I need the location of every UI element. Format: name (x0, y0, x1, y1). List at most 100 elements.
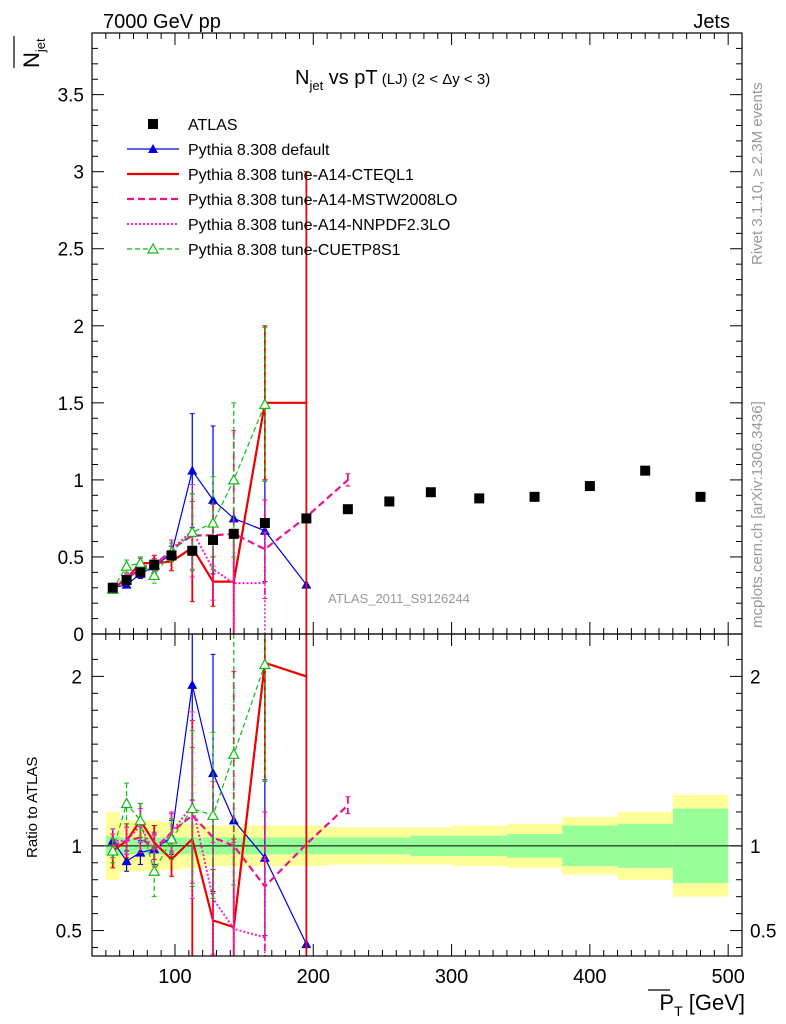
y-tick-label: 1.5 (58, 394, 84, 415)
point-marker (258, 658, 271, 670)
point-marker (258, 398, 271, 409)
ratio-tick-label: 1 (71, 837, 82, 858)
y-tick-label: 2.5 (58, 240, 84, 261)
x-axis-label: PT [GeV] (648, 989, 745, 1019)
legend-entry: Pythia 8.308 tune-A14-CTEQL1 (127, 167, 414, 184)
legend-label: ATLAS (188, 117, 238, 134)
ratio-tick-label-right: 0.5 (750, 922, 776, 943)
data-point (474, 493, 485, 504)
series-pythia-8-308-tune-cuetp8s1 (106, 634, 271, 899)
point-marker (208, 494, 219, 504)
svg-text:PT [GeV]: PT [GeV] (659, 990, 745, 1019)
ratio-tick-label: 2 (71, 667, 82, 688)
data-point (425, 487, 436, 498)
ratio-tick-label-right: 1 (750, 837, 761, 858)
series-line (112, 804, 349, 889)
x-tick-label: 100 (158, 966, 191, 988)
mcplots-label: mcplots.cern.ch [arXiv:1306.3436] (749, 401, 766, 628)
data-point (342, 504, 353, 515)
legend: ATLAS Pythia 8.308 default Pythia 8.308 tu… (127, 117, 457, 259)
legend-label: Pythia 8.308 tune-CUETP8S1 (188, 242, 401, 259)
point-marker (120, 559, 133, 571)
point-marker (227, 748, 240, 759)
series-pythia-8-308-default (107, 634, 312, 949)
legend-entry: Pythia 8.308 default (127, 142, 330, 159)
legend-marker (148, 119, 158, 129)
watermark: ATLAS_2011_S9126244 (328, 591, 470, 606)
series-line (112, 469, 307, 589)
point-marker (148, 865, 161, 876)
x-tick-label: 300 (435, 966, 468, 988)
point-marker (206, 516, 220, 528)
legend-entry: ATLAS (148, 117, 238, 134)
chart-title: Njet vs pT (LJ) (2 < Δy < 3) (295, 67, 490, 93)
point-marker (165, 832, 178, 844)
data-point (149, 559, 160, 570)
header-right: Jets (693, 11, 730, 33)
y-tick-label: 3 (73, 163, 84, 184)
x-tick-label: 500 (711, 966, 744, 988)
x-tick-label: 400 (573, 966, 606, 988)
point-marker (187, 465, 198, 475)
data-point (208, 534, 219, 545)
y-tick-label: 0.5 (58, 548, 84, 569)
series-line (112, 661, 307, 929)
data-point (584, 481, 595, 492)
series-line (112, 802, 266, 939)
data-point (107, 582, 118, 593)
uncertainty-bands (92, 795, 742, 897)
y-axis-label: Njet (13, 36, 48, 68)
data-point (301, 513, 312, 524)
y-tick-label: 2 (73, 317, 84, 338)
svg-text:Njet: Njet (19, 38, 48, 68)
ratio-tick-label-right: 2 (750, 667, 761, 688)
legend-entry: Pythia 8.308 tune-A14-MSTW2008LO (127, 192, 457, 209)
series-line (112, 404, 266, 590)
main-panel-plot (106, 171, 706, 634)
point-marker (186, 802, 199, 814)
series-pythia-8-308-tune-a14-cteql1 (110, 634, 309, 956)
point-marker (187, 679, 198, 689)
legend-marker (148, 144, 158, 153)
legend-label: Pythia 8.308 tune-A14-NNPDF2.3LO (188, 217, 450, 234)
legend-label: Pythia 8.308 default (188, 142, 330, 159)
rivet-version-label: Rivet 3.1.10, ≥ 2.3M events (749, 83, 766, 266)
legend-entry: Pythia 8.308 tune-A14-NNPDF2.3LO (127, 217, 450, 234)
data-point (166, 550, 177, 561)
ratio-axis-label: Ratio to ATLAS (24, 757, 41, 858)
point-marker (186, 526, 199, 537)
y-tick-label: 3.5 (58, 86, 84, 107)
ratio-panel-plot (106, 634, 351, 956)
data-point (135, 567, 146, 578)
y-tick-label: 0 (73, 625, 84, 646)
data-point (640, 465, 651, 476)
series-atlas (107, 465, 706, 593)
point-marker (106, 844, 119, 856)
point-marker (134, 556, 147, 568)
legend-label: Pythia 8.308 tune-A14-CTEQL1 (188, 167, 414, 184)
point-marker (206, 809, 220, 820)
ratio-tick-label: 0.5 (56, 922, 82, 943)
data-point (228, 528, 239, 539)
ratio-frame (91, 633, 743, 957)
point-marker (121, 856, 132, 866)
header-left: 7000 GeV pp (103, 11, 221, 33)
data-point (121, 575, 132, 586)
data-point (259, 518, 270, 529)
svg-text:Njet vs pT (LJ) (2 < Δy < 3): Njet vs pT (LJ) (2 < Δy < 3) (295, 67, 490, 93)
point-marker (148, 569, 161, 581)
series-line (112, 401, 307, 591)
data-point (695, 491, 706, 502)
series-pythia-8-308-tune-a14-nnpdf2-3lo (110, 484, 268, 634)
y-tick-label: 1 (73, 471, 84, 492)
series-line (112, 684, 307, 945)
legend-label: Pythia 8.308 tune-A14-MSTW2008LO (188, 192, 457, 209)
legend-marker (146, 242, 160, 254)
axes: 100 200 300 400 500 0 0.5 1 1.5 2 2.5 3 3.5 0.5 0.5 1 1 2… (56, 32, 776, 988)
point-marker (134, 814, 147, 826)
data-point (187, 545, 198, 556)
point-marker (120, 797, 133, 809)
x-tick-label: 200 (297, 966, 330, 988)
point-marker (227, 473, 240, 485)
